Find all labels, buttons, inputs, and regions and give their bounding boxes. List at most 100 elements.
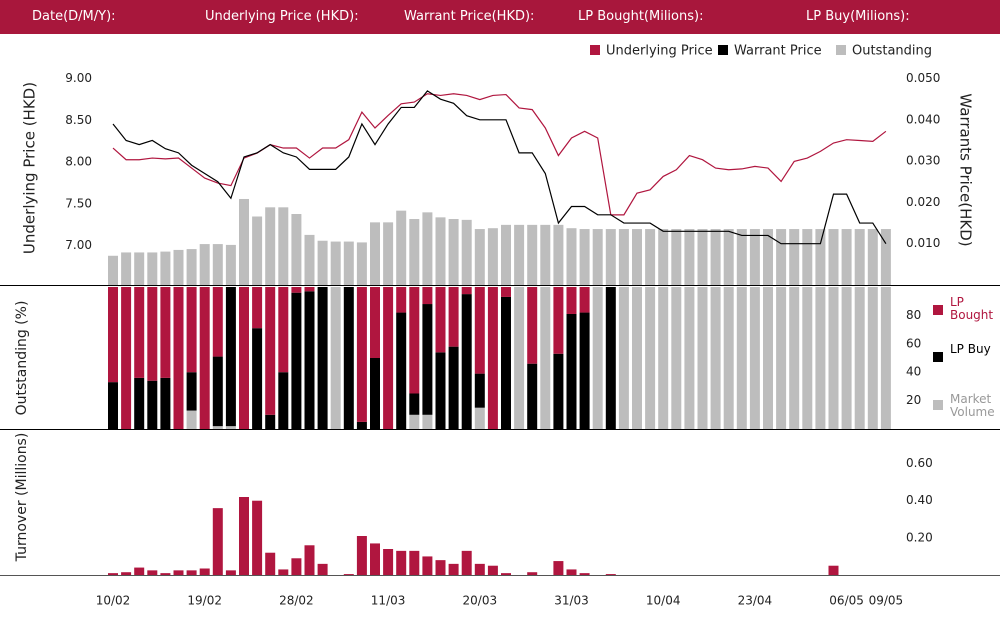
turnover-bar: [422, 556, 433, 575]
turnover-bar: [108, 573, 118, 575]
outstanding-bar: [317, 240, 328, 285]
outstanding-bar: [828, 229, 839, 285]
share-bar: [749, 287, 760, 429]
share-bar: [710, 287, 721, 429]
y-tick-label: 0.010: [906, 236, 940, 250]
outstanding-bar: [618, 229, 629, 285]
y-tick-label: 80: [906, 308, 921, 322]
outstanding-bar: [147, 252, 158, 285]
share-bar: [566, 287, 577, 314]
outstanding-bar: [540, 224, 551, 285]
outstanding-bar: [553, 224, 564, 285]
share-bar: [147, 380, 158, 429]
axis-title: Warrants Price(HKD): [957, 93, 975, 246]
turnover-bar: [147, 570, 158, 575]
turnover-bar: [304, 545, 315, 575]
y-tick-label: 60: [906, 336, 921, 350]
legend-label: LP Bought: [950, 295, 994, 322]
legend-swatch: [933, 305, 943, 315]
share-bar: [239, 287, 249, 429]
turnover-bar: [199, 568, 210, 575]
share-bar: [553, 353, 564, 429]
share-bar: [789, 287, 800, 429]
outstanding-bar: [501, 224, 511, 285]
header-label: Underlying Price (HKD):: [205, 9, 359, 24]
share-bar: [461, 294, 472, 429]
turnover-bar: [566, 569, 577, 575]
axis-title: Underlying Price (HKD): [21, 82, 39, 254]
share-bar: [736, 287, 747, 429]
x-tick-label: 20/03: [463, 594, 498, 608]
turnover-bar: [225, 570, 236, 575]
outstanding-bar: [487, 228, 498, 285]
turnover-bar: [121, 572, 132, 575]
share-bar: [566, 313, 577, 429]
outstanding-bar: [723, 229, 734, 285]
turnover-bar: [435, 560, 446, 575]
outstanding-bar: [566, 228, 577, 285]
outstanding-bar: [225, 244, 236, 285]
share-bar: [422, 287, 433, 305]
outstanding-bar: [684, 229, 695, 285]
share-bar: [134, 377, 145, 429]
outstanding-bar: [527, 224, 538, 285]
outstanding-bar: [343, 241, 354, 285]
y-tick-label: 0.60: [906, 456, 933, 470]
outstanding-bar: [841, 229, 852, 285]
outstanding-bar: [736, 229, 747, 285]
outstanding-bar: [749, 229, 760, 285]
share-bar: [121, 287, 132, 429]
share-bar: [383, 287, 394, 429]
share-bar: [409, 414, 420, 429]
share-bar: [592, 287, 603, 429]
turnover-bar: [252, 500, 263, 575]
outstanding-bar: [697, 229, 708, 285]
y-tick-label: 8.00: [65, 155, 92, 169]
outstanding-bar: [356, 242, 367, 285]
share-bar: [370, 287, 380, 358]
share-bar: [448, 346, 459, 429]
outstanding-bar: [854, 229, 865, 285]
legend-swatch: [718, 45, 728, 55]
share-bar: [422, 304, 433, 415]
share-bar: [658, 287, 669, 429]
share-bar: [304, 291, 315, 429]
share-bar: [684, 287, 695, 429]
share-bar: [370, 358, 380, 429]
share-bar: [409, 287, 420, 394]
outstanding-bar: [802, 229, 813, 285]
share-bar: [225, 426, 236, 429]
outstanding-bar: [396, 210, 407, 285]
y-tick-label: 40: [906, 365, 921, 379]
share-bar: [291, 287, 302, 293]
share-bar: [776, 287, 787, 429]
y-tick-label: 0.040: [906, 112, 940, 126]
share-bar: [252, 328, 263, 429]
outstanding-bar: [304, 234, 315, 285]
outstanding-bar: [880, 229, 891, 285]
share-bar: [632, 287, 642, 429]
turnover-bar: [356, 536, 367, 575]
turnover-bar: [370, 543, 380, 575]
share-bar: [212, 287, 223, 357]
share-bar: [474, 287, 485, 374]
outstanding-bar: [579, 229, 590, 285]
outstanding-bar: [186, 249, 197, 285]
turnover-bar: [173, 570, 184, 575]
share-bar: [697, 287, 708, 429]
x-tick-label: 23/04: [738, 594, 773, 608]
share-bar: [527, 363, 538, 429]
header-label: Date(D/M/Y):: [32, 9, 116, 24]
turnover-bar: [501, 573, 511, 575]
y-tick-label: 0.030: [906, 154, 940, 168]
turnover-bar: [383, 549, 394, 575]
outstanding-bar: [108, 255, 118, 285]
share-bar: [527, 287, 538, 364]
share-bar: [422, 414, 433, 429]
share-bar: [487, 287, 498, 429]
outstanding-bar: [592, 229, 603, 285]
header-label: LP Buy(Milions):: [806, 9, 910, 24]
price-line: [112, 90, 887, 245]
share-bar: [435, 352, 446, 429]
